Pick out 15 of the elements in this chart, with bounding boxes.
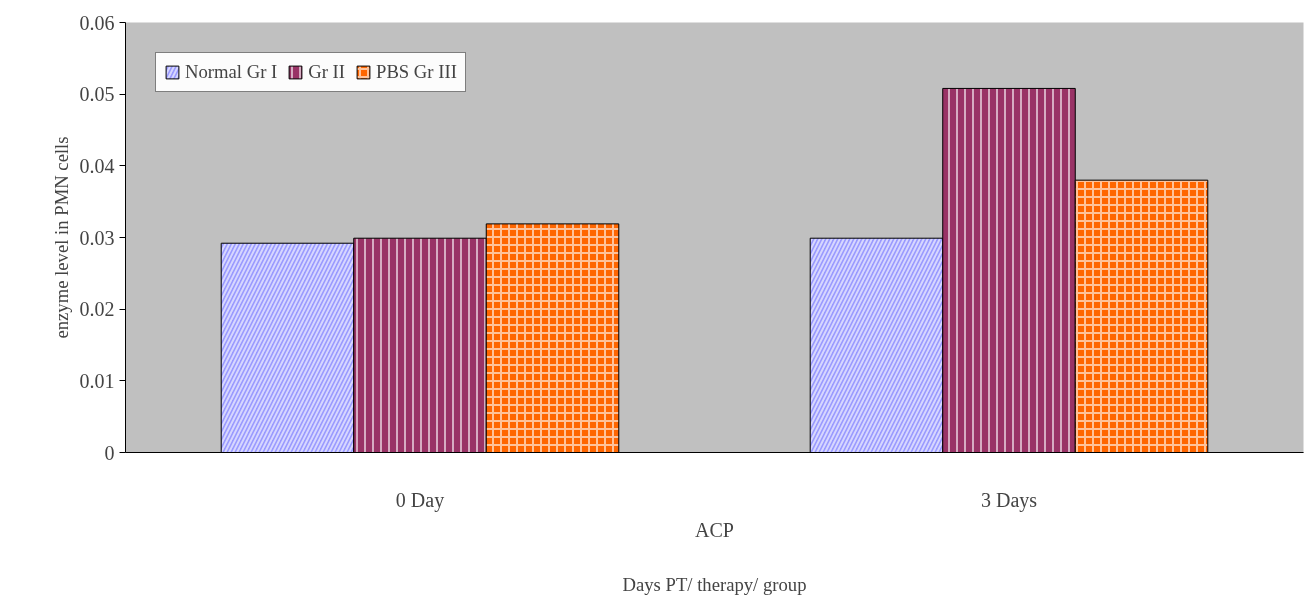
y-tick-label: 0.03: [79, 226, 115, 249]
y-tick-label: 0.04: [79, 154, 115, 177]
y-axis-title: enzyme level in PMN cells: [50, 136, 72, 339]
x-tick-label: 3 Days: [980, 488, 1038, 512]
y-tick-label: 0.02: [79, 298, 115, 321]
x-tick-label: 0 Day: [395, 488, 445, 512]
text: ACP: [695, 518, 734, 541]
legend-label: Normal Gr I: [185, 61, 278, 83]
legend-label: PBS Gr III: [376, 61, 457, 83]
y-tick-label: 0.01: [79, 369, 115, 392]
legend-label: Gr II: [308, 61, 345, 83]
y-tick-label: 0.05: [79, 83, 115, 106]
y-tick-label: 0: [104, 441, 115, 464]
y-tick-label: 0.06: [79, 11, 115, 34]
x-axis-title: Days PT/ therapy/ group: [622, 573, 807, 595]
